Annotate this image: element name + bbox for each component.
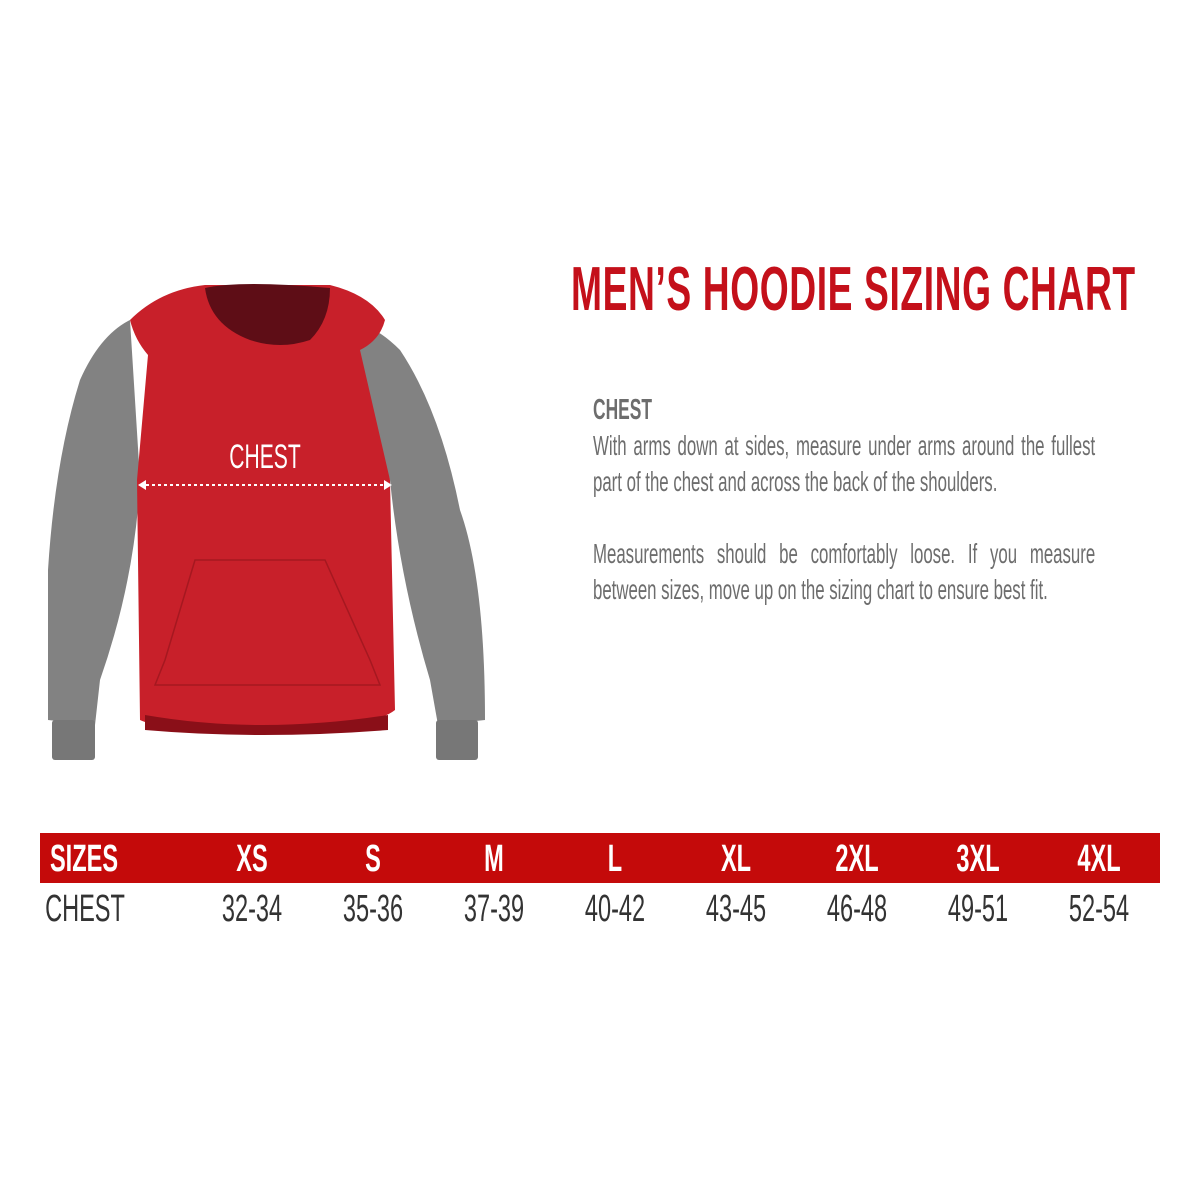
header-size: 4XL	[1077, 838, 1121, 880]
description-paragraph-2: Measurements should be comfortably loose…	[593, 538, 1096, 605]
header-size: 2XL	[835, 838, 879, 880]
hoodie-illustration: CHEST	[48, 284, 485, 760]
table-cell: 40-42	[584, 888, 646, 930]
description-paragraph-1: With arms down at sides, measure under a…	[593, 430, 1096, 497]
table-cell: 37-39	[463, 888, 525, 930]
header-sizes: SIZES	[49, 838, 119, 880]
table-cell: 43-45	[705, 888, 767, 930]
page-title: MEN’S HOODIE SIZING CHART	[571, 255, 1136, 324]
header-size: L	[607, 838, 623, 880]
table-cell: 49-51	[947, 888, 1009, 930]
header-size: XS	[236, 838, 268, 880]
chest-label: CHEST	[229, 437, 300, 475]
table-header-bar	[40, 833, 1160, 883]
header-size: 3XL	[956, 838, 1000, 880]
row-label-chest: CHEST	[45, 888, 125, 930]
table-cell: 32-34	[221, 888, 283, 930]
header-size: XL	[720, 838, 752, 880]
header-size: S	[365, 838, 381, 880]
table-cell: 46-48	[826, 888, 888, 930]
table-cell: 52-54	[1068, 888, 1130, 930]
description-heading: CHEST	[593, 394, 652, 426]
header-size: M	[484, 838, 504, 880]
table-cell: 35-36	[342, 888, 404, 930]
chest-description: CHEST With arms down at sides, measure u…	[593, 392, 1095, 608]
